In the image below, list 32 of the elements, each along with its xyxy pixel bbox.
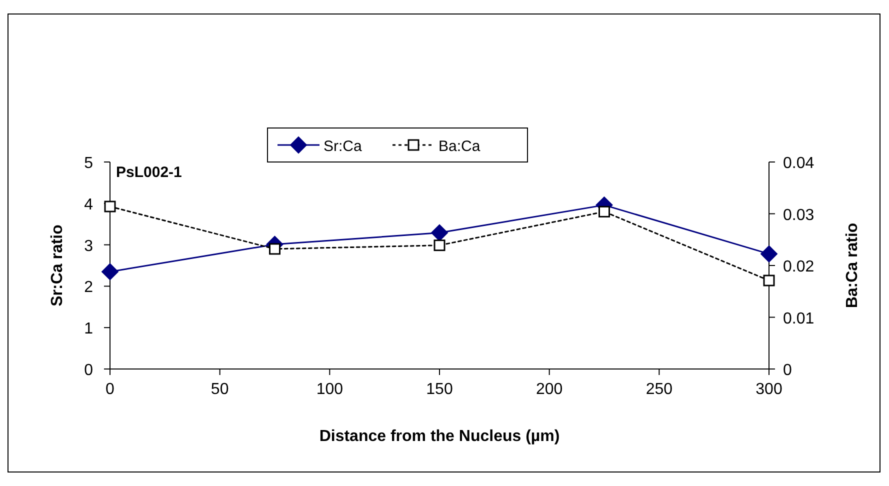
- y-tick-label: 0: [84, 362, 94, 379]
- x-tick-label: 100: [316, 381, 344, 398]
- legend-label: Sr:Ca: [324, 138, 362, 155]
- point: [269, 243, 280, 255]
- y2-axis-title: Ba:Ca ratio: [844, 222, 861, 308]
- x-tick-label: 250: [646, 381, 673, 398]
- y-tick-label: 2: [84, 279, 94, 296]
- x-axis-title: Distance from the Nucleus (µm): [319, 428, 560, 445]
- point: [102, 263, 118, 280]
- point: [434, 240, 446, 252]
- x-tick-label: 0: [106, 381, 115, 398]
- y-tick-label: 5: [84, 155, 94, 172]
- x-tick-label: 300: [756, 381, 782, 398]
- point: [760, 245, 778, 262]
- point: [431, 224, 448, 242]
- y2-tick-label: 0.02: [783, 258, 814, 276]
- annotation: PsL002-1: [116, 164, 182, 181]
- y-axis-title: Sr:Ca ratio: [49, 224, 66, 306]
- y2-tick-label: 0.01: [783, 310, 814, 328]
- x-tick-label: 50: [210, 381, 229, 398]
- legend-label: Ba:Ca: [438, 138, 481, 155]
- y-tick-label: 1: [84, 320, 94, 338]
- y2-tick-label: 0: [783, 362, 792, 379]
- x-tick-label: 200: [536, 381, 563, 398]
- y2-tick-label: 0.04: [783, 155, 814, 172]
- y-tick-label: 3: [84, 238, 94, 255]
- x-tick-label: 150: [426, 381, 453, 398]
- y2-tick-label: 0.03: [783, 206, 814, 224]
- point: [763, 274, 775, 286]
- y-tick-label: 4: [84, 196, 94, 214]
- point: [598, 206, 610, 218]
- point: [104, 200, 116, 212]
